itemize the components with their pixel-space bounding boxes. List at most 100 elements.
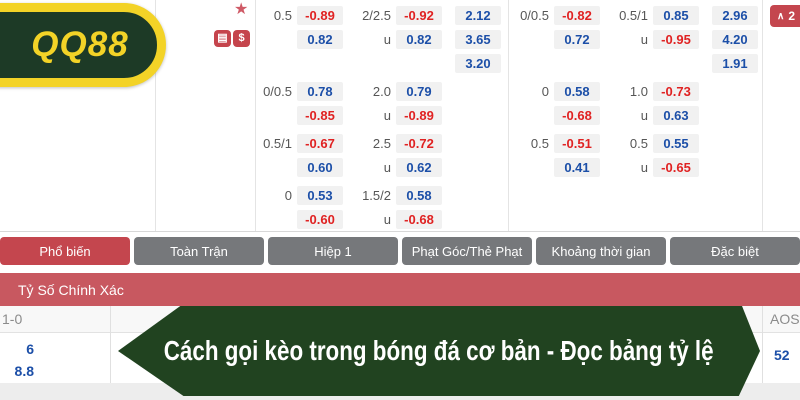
odds-group: 0.5 -0.51 0.5 0.55 0.41 u -0.65 <box>515 134 758 177</box>
odds-value[interactable]: 8.8 <box>14 363 34 379</box>
handicap-label: 0.5/1 <box>263 136 292 151</box>
dollar-icon[interactable]: $ <box>233 30 250 47</box>
odds-value[interactable]: 4.20 <box>712 30 758 49</box>
odds-value <box>455 134 501 153</box>
section-header-correct-score[interactable]: Tỷ Số Chính Xác <box>0 273 800 306</box>
cashout-notes-icon[interactable]: ▤ <box>214 30 231 47</box>
handicap-label: u <box>383 32 391 47</box>
odds-value <box>297 54 343 73</box>
handicap-label: 1.5/2 <box>362 188 391 203</box>
odds-value[interactable]: 0.79 <box>396 82 442 101</box>
score-header-left: 1-0 <box>2 311 23 327</box>
section-header-title: Tỷ Số Chính Xác <box>18 281 124 298</box>
score-odds-left: 6 8.8 <box>0 338 34 382</box>
odds-value <box>712 82 758 101</box>
odds-value[interactable]: 0.63 <box>653 106 699 125</box>
promo-banner-text: Cách gọi kèo trong bóng đá cơ bản - Đọc … <box>164 335 714 366</box>
odds-value[interactable]: 3.20 <box>455 54 501 73</box>
odds-value[interactable]: 0.55 <box>653 134 699 153</box>
handicap-label: u <box>383 212 391 227</box>
column-divider <box>155 0 156 231</box>
favorite-star-icon[interactable]: ★ <box>234 1 249 18</box>
odds-value <box>712 134 758 153</box>
odds-value[interactable]: -0.60 <box>297 210 343 229</box>
handicap-label <box>258 30 292 49</box>
brand-logo[interactable]: QQ88 <box>0 3 166 87</box>
odds-value[interactable]: 2.12 <box>455 6 501 25</box>
tab-khoang-thoi-gian[interactable]: Khoảng thời gian <box>536 237 666 265</box>
odds-group: 0 0.58 1.0 -0.73 -0.68 u 0.63 <box>515 82 758 125</box>
handicap-label: 2.5 <box>372 136 391 151</box>
tab-toan-tran[interactable]: Toàn Trận <box>134 237 264 265</box>
handicap-label <box>258 210 292 229</box>
handicap-label <box>515 106 549 125</box>
odds-value[interactable]: 1.91 <box>712 54 758 73</box>
handicap-label: 0 <box>284 188 292 203</box>
column-divider <box>508 0 509 231</box>
odds-columns-right: 0/0.5 -0.82 0.5/1 0.85 2.96 0.72 u -0.95 4.20 1.9… <box>515 6 758 186</box>
odds-value <box>712 158 758 177</box>
odds-value[interactable]: -0.65 <box>653 158 699 177</box>
odds-group: 0/0.5 -0.82 0.5/1 0.85 2.96 0.72 u -0.95 4.20 1.9… <box>515 6 758 73</box>
odds-value[interactable]: 0.82 <box>396 30 442 49</box>
odds-value[interactable]: -0.92 <box>396 6 442 25</box>
odds-value <box>455 106 501 125</box>
score-header-right: AOS <box>770 311 800 327</box>
odds-group: 0.5/1 -0.67 2.5 -0.72 0.60 u 0.62 <box>258 134 501 177</box>
odds-value[interactable]: -0.68 <box>554 106 600 125</box>
odds-section: QQ88 ★ ▤ $ 0.5 -0.89 2/2.5 -0.92 2.12 0.82 u 0.… <box>0 0 800 232</box>
handicap-label <box>515 158 549 177</box>
odds-value[interactable]: 0.58 <box>554 82 600 101</box>
odds-value <box>653 54 699 73</box>
odds-value[interactable]: -0.72 <box>396 134 442 153</box>
odds-value[interactable]: -0.95 <box>653 30 699 49</box>
promo-banner[interactable]: Cách gọi kèo trong bóng đá cơ bản - Đọc … <box>118 306 760 396</box>
handicap-label: u <box>640 108 648 123</box>
odds-value[interactable]: 0.41 <box>554 158 600 177</box>
odds-value <box>455 186 501 205</box>
odds-value[interactable]: 52 <box>774 347 790 363</box>
column-divider <box>255 0 256 231</box>
handicap-label: u <box>383 160 391 175</box>
odds-value[interactable]: 0.53 <box>297 186 343 205</box>
collapse-markets-badge[interactable]: ∧ 2 <box>770 5 800 27</box>
odds-value[interactable]: 6 <box>26 341 34 357</box>
odds-value[interactable]: -0.89 <box>396 106 442 125</box>
odds-value[interactable]: -0.67 <box>297 134 343 153</box>
handicap-label <box>258 106 292 125</box>
tab-hiep-1[interactable]: Hiệp 1 <box>268 237 398 265</box>
tab-pho-bien[interactable]: Phổ biến <box>0 237 130 265</box>
collapse-count: 2 <box>788 9 796 23</box>
odds-value[interactable]: -0.51 <box>554 134 600 153</box>
odds-value[interactable]: 0.82 <box>297 30 343 49</box>
handicap-label: 0.5 <box>629 136 648 151</box>
odds-value[interactable]: 3.65 <box>455 30 501 49</box>
odds-value[interactable]: 2.96 <box>712 6 758 25</box>
odds-value[interactable]: 0.62 <box>396 158 442 177</box>
handicap-label: 0.5 <box>530 136 549 151</box>
odds-value[interactable]: -0.82 <box>554 6 600 25</box>
odds-value[interactable]: 0.60 <box>297 158 343 177</box>
column-divider <box>110 306 111 383</box>
handicap-label: 0/0.5 <box>520 8 549 23</box>
odds-columns-left: 0.5 -0.89 2/2.5 -0.92 2.12 0.82 u 0.82 3.65 3.20 0… <box>258 6 501 238</box>
handicap-label: u <box>640 32 648 47</box>
chevron-up-icon: ∧ <box>777 10 785 22</box>
odds-value[interactable]: 0.58 <box>396 186 442 205</box>
odds-value <box>712 106 758 125</box>
odds-value <box>455 82 501 101</box>
odds-value[interactable]: 0.72 <box>554 30 600 49</box>
odds-group: 0 0.53 1.5/2 0.58 -0.60 u -0.68 <box>258 186 501 229</box>
tab-dac-biet[interactable]: Đặc biệt <box>670 237 800 265</box>
odds-value[interactable]: -0.89 <box>297 6 343 25</box>
odds-value[interactable]: -0.73 <box>653 82 699 101</box>
handicap-label: 0 <box>541 84 549 99</box>
column-divider <box>762 0 763 231</box>
handicap-label: 0.5 <box>273 8 292 23</box>
odds-value[interactable]: -0.85 <box>297 106 343 125</box>
odds-value[interactable]: -0.68 <box>396 210 442 229</box>
odds-value[interactable]: 0.85 <box>653 6 699 25</box>
odds-value[interactable]: 0.78 <box>297 82 343 101</box>
tab-phat-goc-the-phat[interactable]: Phạt Góc/Thẻ Phạt <box>402 237 532 265</box>
odds-group: 0.5 -0.89 2/2.5 -0.92 2.12 0.82 u 0.82 3.65 3.20 <box>258 6 501 73</box>
